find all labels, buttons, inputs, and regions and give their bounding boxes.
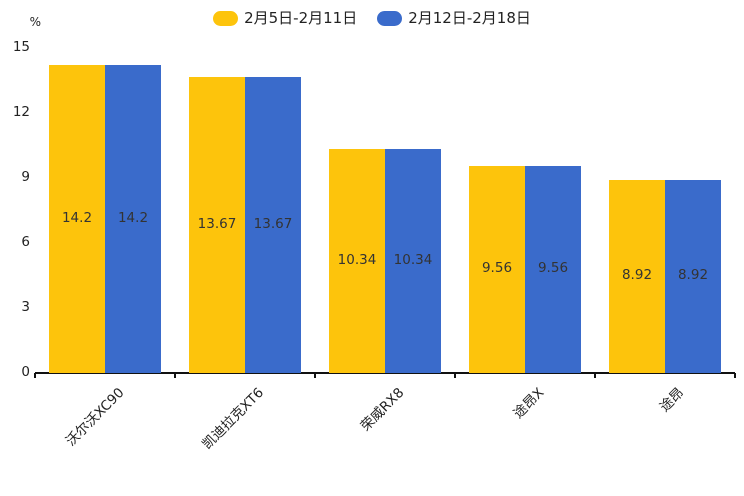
bar-2月5日-2月11日-途昂X — [469, 165, 525, 373]
y-tick-label: 15 — [12, 39, 30, 55]
bar-2月5日-2月11日-途昂 — [609, 179, 665, 373]
bar-2月5日-2月11日-凯迪拉克XT6 — [189, 76, 245, 373]
y-tick-label: 0 — [21, 364, 30, 380]
bar-value-label: 8.92 — [677, 267, 709, 284]
bar-2月12日-2月18日-沃尔沃XC90 — [105, 65, 161, 373]
legend-item-0: 2月5日-2月11日 — [213, 7, 357, 29]
x-axis-tick — [34, 373, 36, 378]
x-axis-tick — [314, 373, 316, 378]
bar-value-label: 14.2 — [61, 210, 93, 227]
x-category-label: 荣威RX8 — [357, 384, 408, 435]
y-tick-label: 9 — [21, 169, 30, 185]
bar-value-label: 10.34 — [393, 251, 433, 268]
y-tick-label: 6 — [21, 234, 30, 250]
bar-value-label: 10.34 — [337, 251, 377, 268]
bar-2月5日-2月11日-荣威RX8 — [329, 148, 385, 373]
legend-item-1: 2月12日-2月18日 — [377, 7, 531, 29]
bar-2月12日-2月18日-途昂X — [525, 165, 581, 373]
bar-value-label: 9.56 — [481, 260, 513, 277]
bar-value-label: 13.67 — [197, 215, 237, 232]
x-category-label: 凯迪拉克XT6 — [199, 384, 268, 453]
bar-value-label: 13.67 — [253, 215, 293, 232]
x-category-label: 途昂 — [656, 384, 688, 416]
y-axis-unit-label: % — [29, 15, 41, 29]
x-category-label: 途昂X — [510, 384, 548, 422]
bar-value-label: 14.2 — [117, 210, 149, 227]
bar-2月12日-2月18日-荣威RX8 — [385, 148, 441, 373]
x-axis-tick — [594, 373, 596, 378]
x-category-label: 沃尔沃XC90 — [62, 384, 128, 450]
bar-2月12日-2月18日-凯迪拉克XT6 — [245, 76, 301, 373]
bar-value-label: 9.56 — [537, 260, 569, 277]
y-tick-label: 3 — [21, 299, 30, 315]
legend-swatch-icon — [377, 10, 403, 26]
bar-2月5日-2月11日-沃尔沃XC90 — [49, 65, 105, 373]
x-axis-tick — [454, 373, 456, 378]
legend-label: 2月12日-2月18日 — [408, 9, 531, 27]
y-tick-label: 12 — [12, 104, 30, 120]
bar-value-label: 8.92 — [621, 267, 653, 284]
bar-2月12日-2月18日-途昂 — [665, 179, 721, 373]
legend-swatch-icon — [213, 10, 239, 26]
legend-label: 2月5日-2月11日 — [244, 9, 358, 27]
x-axis-line — [35, 372, 735, 374]
x-axis-tick — [174, 373, 176, 378]
chart-legend: 2月5日-2月11日 2月12日-2月18日 — [0, 7, 744, 29]
x-axis-tick — [734, 373, 736, 378]
